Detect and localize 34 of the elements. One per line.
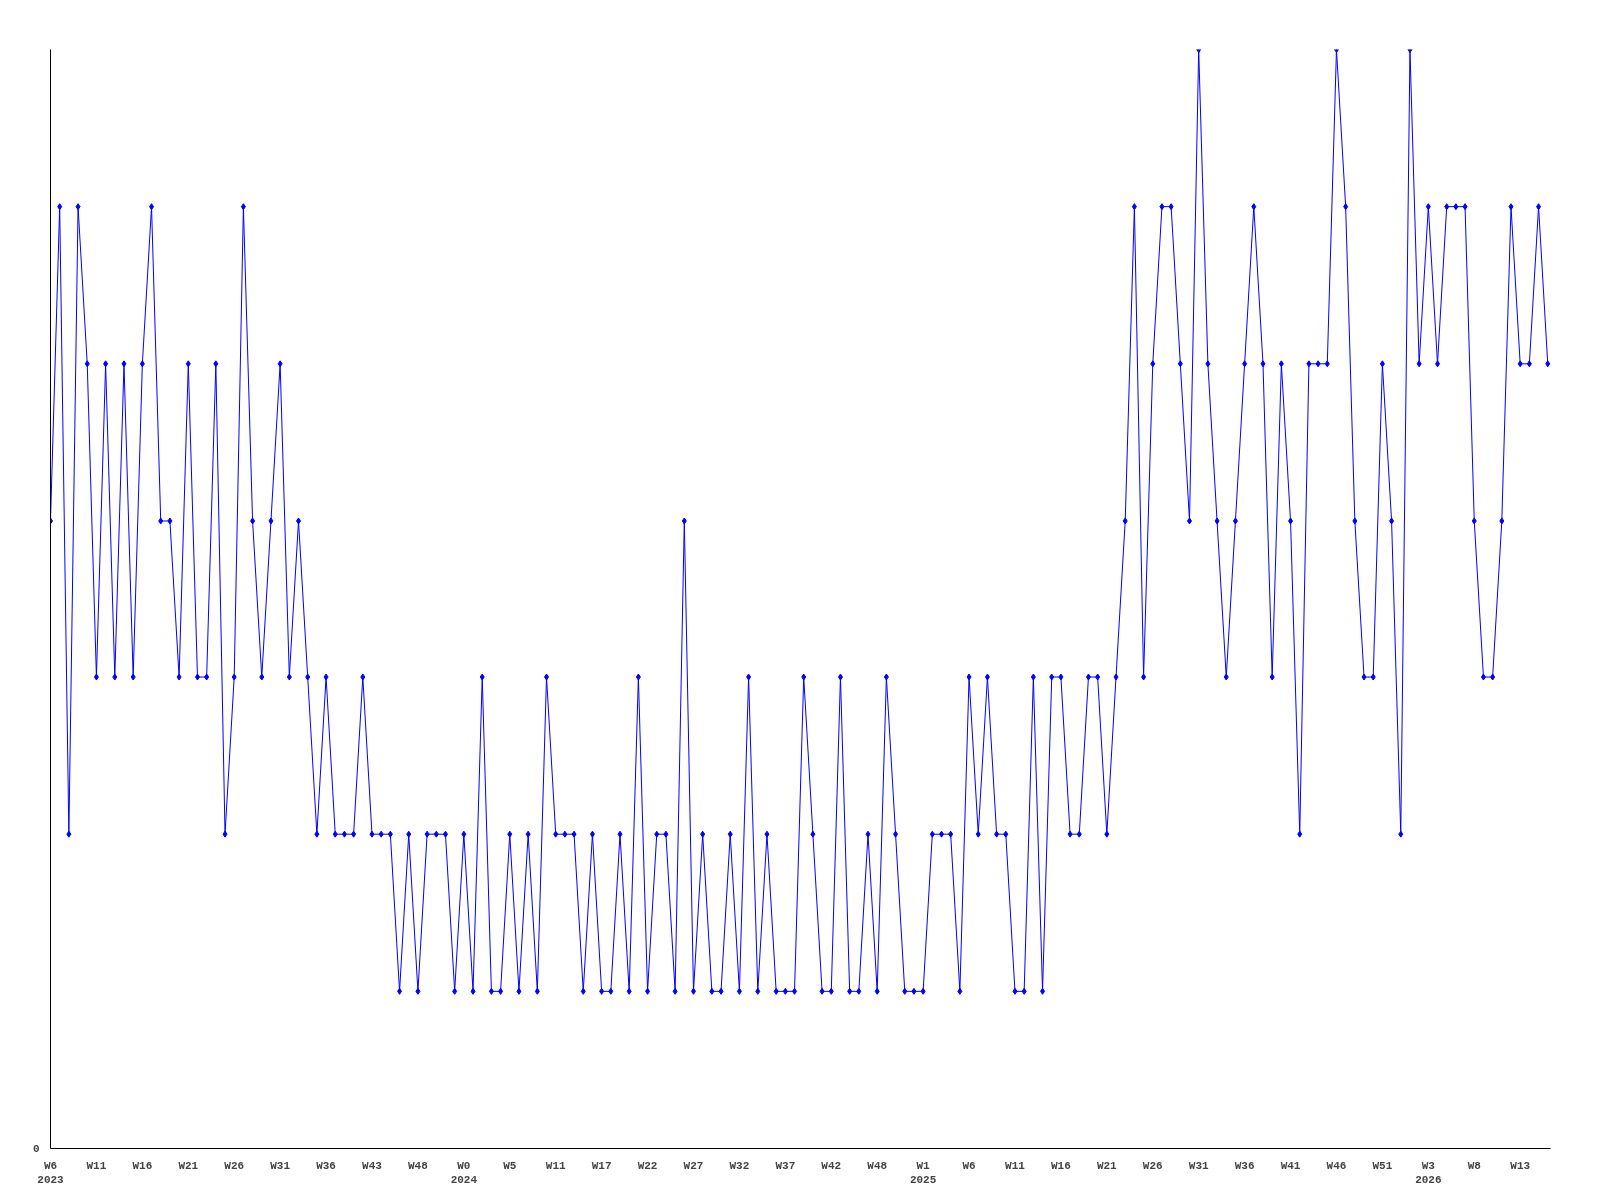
x-tick-label: W36 — [1234, 1159, 1255, 1172]
x-tick-label: W16 — [132, 1159, 153, 1172]
x-tick-label: W42 — [821, 1159, 842, 1172]
x-tick-label: W11 — [1005, 1159, 1026, 1172]
x-tick-label: W0 2024 — [450, 1159, 478, 1186]
x-tick-label: W41 — [1280, 1159, 1301, 1172]
x-tick-label: W1 2025 — [909, 1159, 937, 1186]
x-tick-label: W21 — [178, 1159, 199, 1172]
text: 0 — [32, 1143, 40, 1155]
x-tick-label: W5 — [503, 1159, 517, 1172]
x-tick-label: W22 — [637, 1159, 658, 1172]
x-tick-label: W36 — [316, 1159, 336, 1172]
x-tick-label: W43 — [362, 1159, 383, 1172]
x-tick-label: W26 — [1142, 1159, 1163, 1172]
x-tick-label: W37 — [775, 1159, 796, 1172]
x-tick-label: W17 — [591, 1159, 612, 1172]
x-tick-label: W31 — [270, 1159, 291, 1172]
x-tick-label: W26 — [224, 1159, 245, 1172]
x-tick-label: W48 — [408, 1159, 429, 1172]
x-tick-label: W11 — [545, 1159, 567, 1172]
x-tick-label: W51 — [1372, 1159, 1393, 1172]
x-tick-label: W16 — [1051, 1159, 1071, 1172]
x-tick-label: W31 — [1188, 1159, 1209, 1172]
x-tick-label: W6 — [962, 1159, 976, 1172]
x-tick-label: W11 — [86, 1159, 107, 1172]
x-tick-label: W32 — [729, 1159, 750, 1172]
x-tick-label: W21 — [1096, 1159, 1118, 1172]
x-tick-label: W6 2023 — [37, 1159, 65, 1186]
x-tick-label: W46 — [1326, 1159, 1347, 1172]
x-tick-label: W48 — [867, 1159, 888, 1172]
x-tick-label: W3 2026 — [1415, 1159, 1442, 1186]
x-tick-label: W27 — [683, 1159, 704, 1172]
x-tick-label: W8 — [1467, 1159, 1482, 1172]
x-tick-label: W13 — [1510, 1159, 1531, 1172]
